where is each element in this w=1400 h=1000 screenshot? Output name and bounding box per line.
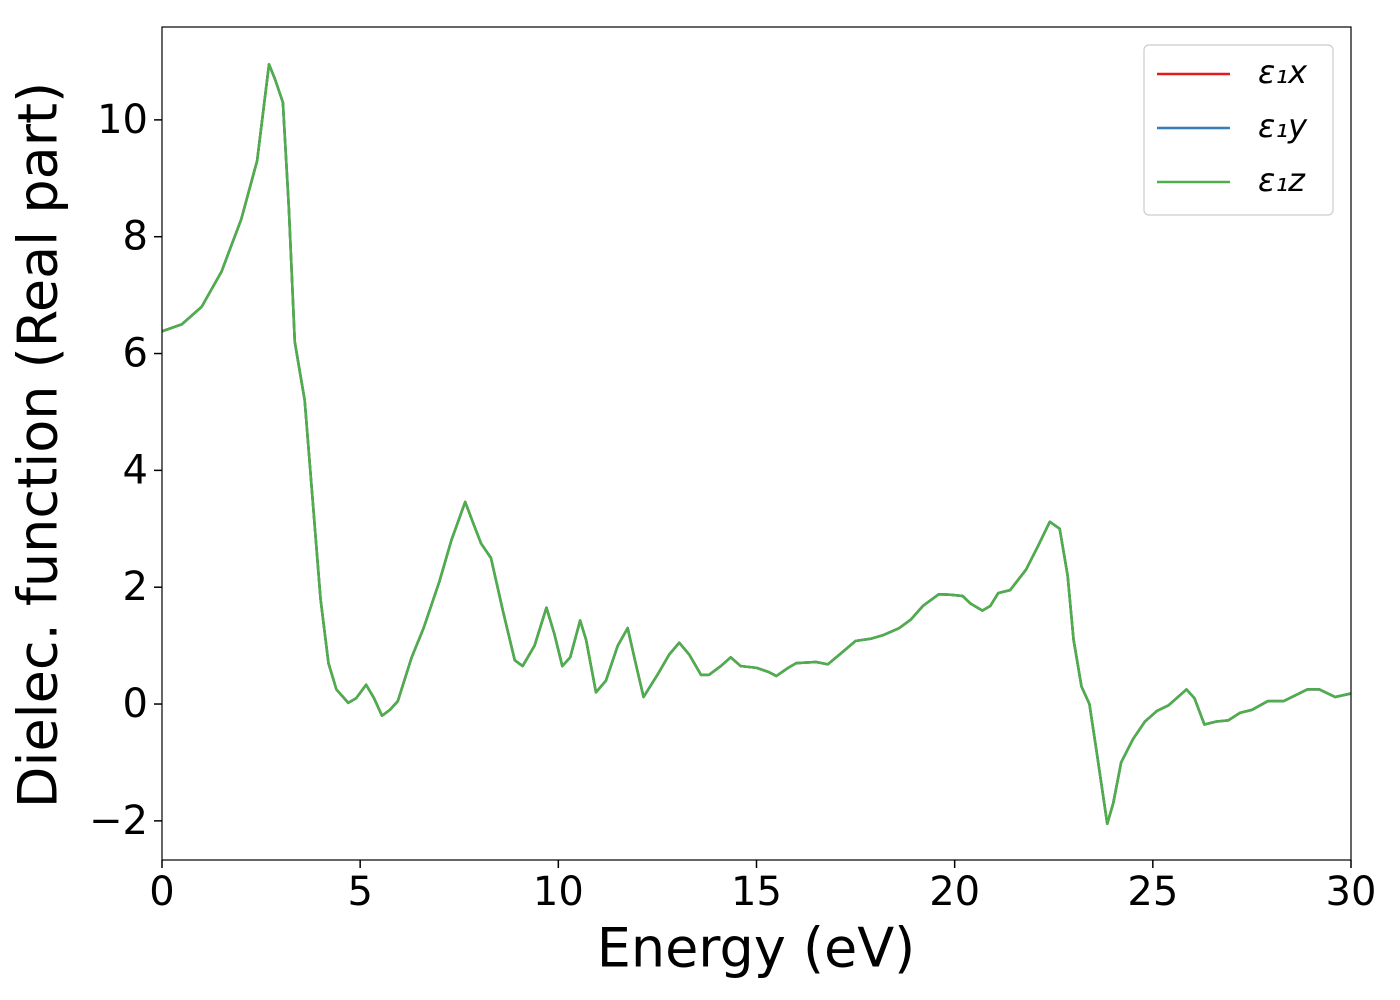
legend-label: ε₁x — [1258, 53, 1308, 91]
plot-frame — [161, 26, 1352, 861]
x-tick-label: 0 — [149, 869, 174, 915]
y-axis-label: Dielec. function (Real part) — [7, 82, 70, 808]
y-tick-label: 6 — [123, 331, 148, 377]
y-tick-label: 2 — [123, 564, 148, 610]
y-tick-label: 8 — [123, 214, 148, 260]
x-tick-label: 30 — [1326, 869, 1377, 915]
x-tick-label: 15 — [731, 869, 782, 915]
x-axis-label: Energy (eV) — [597, 917, 916, 980]
x-tick-label: 25 — [1127, 869, 1178, 915]
x-tick-label: 5 — [347, 869, 372, 915]
legend-box — [1143, 44, 1334, 216]
line — [161, 63, 1352, 826]
y-tick-label: 0 — [123, 681, 148, 727]
x-tick-label: 10 — [533, 869, 584, 915]
y-tick-label: 10 — [97, 97, 148, 143]
y-tick-label: 4 — [123, 447, 148, 493]
y-tick-label: −2 — [89, 798, 148, 844]
legend-label: ε₁z — [1258, 161, 1306, 199]
legend-label: ε₁y — [1258, 107, 1308, 145]
x-tick-label: 20 — [929, 869, 980, 915]
